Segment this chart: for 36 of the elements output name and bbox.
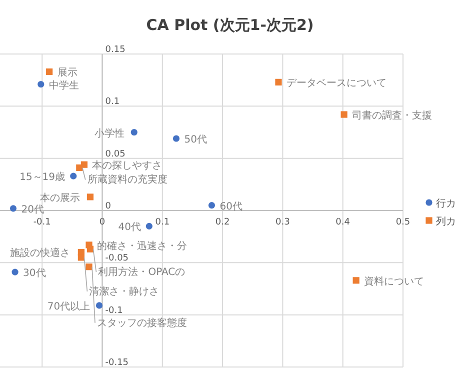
annotation: 展示 [57,68,78,79]
annotation: 70代以上 [47,300,90,312]
y-tick-label: 0.1 [105,97,120,108]
annotation: 15～19歳 [20,171,66,184]
x-tick-label: 0.1 [155,218,170,228]
x-tick-label: 0.3 [276,218,290,228]
annotation: 資料について [364,275,424,288]
annotation: 的確さ・迅速さ・分 [97,240,188,252]
y-tick-label: 0.05 [105,149,126,160]
annotation: 中学生 [48,79,79,92]
x-tick-label: 0.2 [215,218,230,228]
annotation: 本の探しやすさ [92,160,162,172]
y-tick-label: -0.15 [105,358,129,368]
annotation: 50代 [184,134,207,146]
legend-label: 行カ [436,198,456,210]
chart-title: CA Plot (次元1-次元2) [146,16,314,34]
annotation: スタッフの接客態度 [97,316,188,329]
annotation: 小学性 [94,127,125,140]
annotation: 30代 [23,268,46,280]
y-tick-label: -0.05 [105,254,129,264]
y-tick-label: -0.1 [105,306,123,316]
y-tick-label: 0.15 [105,45,126,55]
annotation: 利用方法・OPACの [98,266,186,278]
annotation: 所蔵資料の充実度 [87,174,168,186]
annotation: 20代 [21,204,44,216]
annotation: 施設の快適さ [10,247,70,260]
legend-label: 列カ [436,216,456,228]
annotation: 60代 [220,201,242,212]
annotation: 本の展示 [40,192,80,204]
annotation: データベースについて [286,78,386,90]
annotation: 司書の調査・支援 [352,110,432,122]
x-tick-label: 0.5 [396,218,410,228]
x-tick-label: -0.1 [33,218,51,228]
annotation: 40代 [118,222,142,234]
y-tick-label: 0 [105,202,112,212]
x-tick-label: 0.4 [336,218,350,228]
